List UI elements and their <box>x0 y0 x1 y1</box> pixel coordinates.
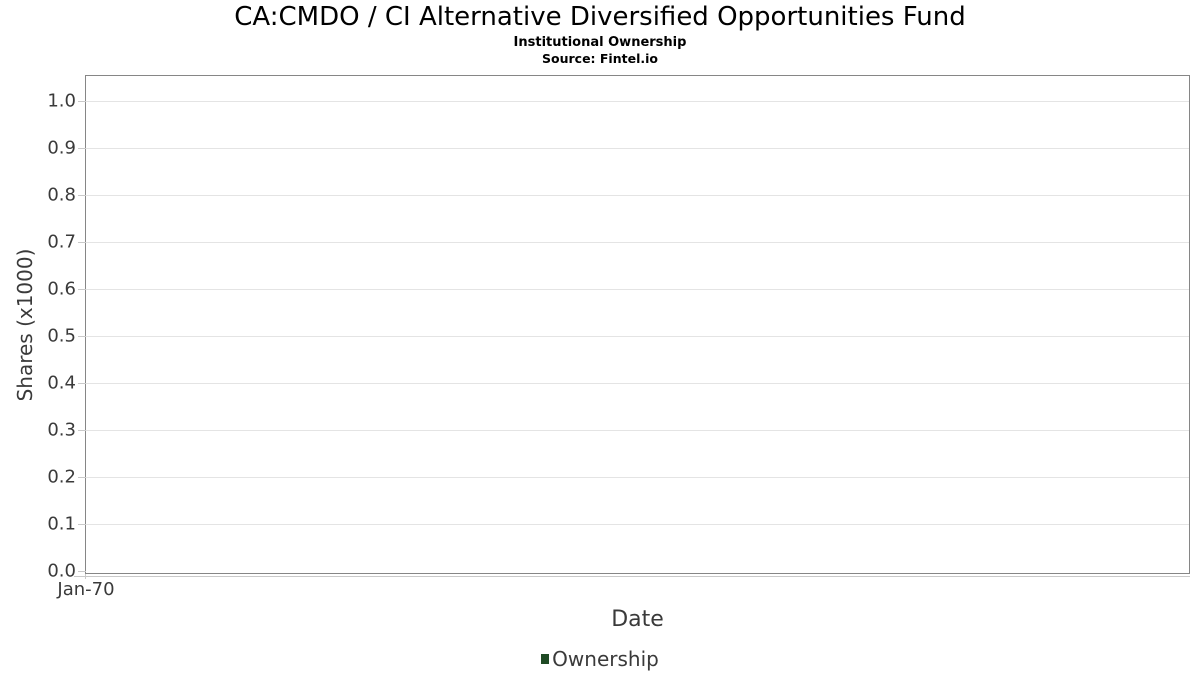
y-gridline <box>86 195 1189 196</box>
y-axis-tick-mark <box>78 336 86 337</box>
chart-source: Source: Fintel.io <box>542 51 658 66</box>
plot-area <box>85 75 1190 574</box>
legend-label: Ownership <box>552 647 659 671</box>
y-gridline <box>86 289 1189 290</box>
y-axis-tick-mark <box>78 430 86 431</box>
y-gridline <box>86 430 1189 431</box>
y-gridline <box>86 101 1189 102</box>
y-axis-tick-label: 0.6 <box>47 278 76 300</box>
y-axis-tick-mark <box>78 571 86 572</box>
y-axis-tick-label: 0.9 <box>47 137 76 159</box>
y-axis-tick-mark <box>78 383 86 384</box>
y-axis-tick-label: 1.0 <box>47 90 76 112</box>
x-axis-tick-label: Jan-70 <box>57 579 115 600</box>
y-gridline <box>86 477 1189 478</box>
y-axis-tick-label: 0.5 <box>47 325 76 347</box>
y-axis-tick-label: 0.8 <box>47 184 76 206</box>
x-axis-title: Date <box>611 607 664 632</box>
y-axis-tick-mark <box>78 195 86 196</box>
legend-item-ownership[interactable]: Ownership <box>541 647 659 671</box>
y-axis-tick-label: 0.7 <box>47 231 76 253</box>
y-axis-tick-mark <box>78 101 86 102</box>
y-gridline <box>86 242 1189 243</box>
legend-marker-square-icon <box>541 654 550 664</box>
y-gridline <box>86 524 1189 525</box>
y-axis-tick-mark <box>78 148 86 149</box>
y-axis-tick-label: 0.3 <box>47 419 76 441</box>
y-axis-tick-mark <box>78 289 86 290</box>
legend: Ownership <box>0 645 1200 673</box>
x-axis-line <box>74 576 1190 577</box>
y-axis-tick-mark <box>78 477 86 478</box>
y-axis-tick-mark <box>78 524 86 525</box>
y-axis-tick-label: 0.2 <box>47 466 76 488</box>
y-axis-tick-label: 0.1 <box>47 513 76 535</box>
y-gridline <box>86 148 1189 149</box>
y-gridline <box>86 336 1189 337</box>
y-axis-tick-label: 0.4 <box>47 372 76 394</box>
chart-subtitle: Institutional Ownership <box>513 35 687 50</box>
x-axis-tick-mark <box>85 574 86 579</box>
chart-title: CA:CMDO / CI Alternative Diversified Opp… <box>234 2 966 32</box>
y-gridline <box>86 383 1189 384</box>
y-axis-tick-label: 0.0 <box>47 560 76 582</box>
y-axis-tick-mark <box>78 242 86 243</box>
